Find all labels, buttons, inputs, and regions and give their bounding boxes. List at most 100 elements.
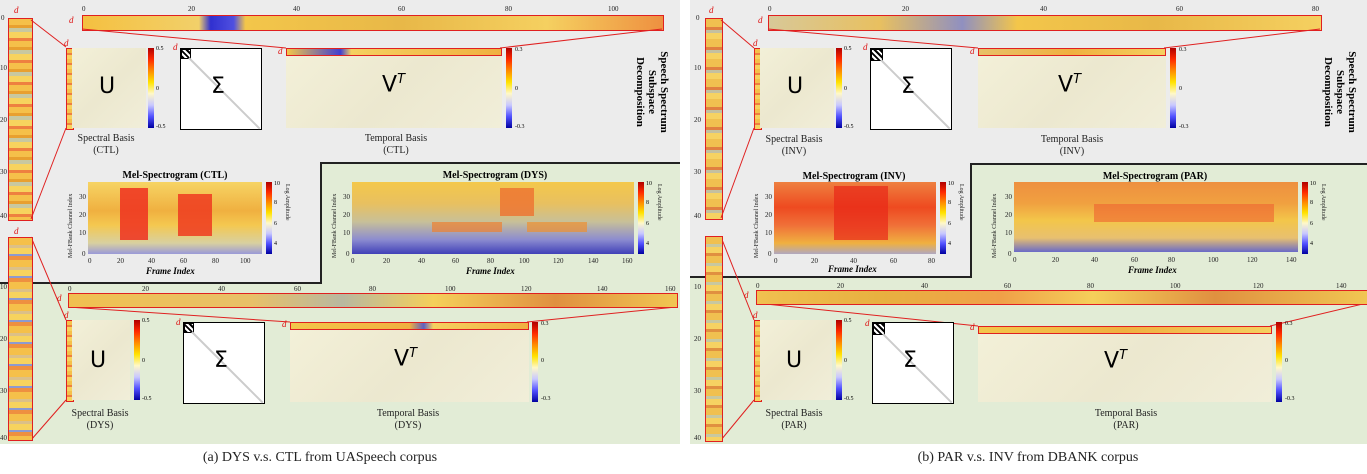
vt-superscript: T: [409, 346, 418, 361]
vt-superscript: T: [397, 72, 406, 87]
u-colorbar: [134, 320, 140, 400]
tick-label: 10: [765, 229, 772, 237]
mel-inv-ylabel: Mel-FBank Channel Index: [754, 193, 760, 258]
d-label: d: [970, 322, 975, 332]
mel-par-xlabel: Frame Index: [1128, 265, 1177, 275]
tick-label: 40: [0, 212, 7, 220]
cb-tick: 4: [646, 241, 649, 247]
vt-letter: V: [1058, 72, 1074, 98]
vt-matrix: [286, 56, 502, 128]
tick-label: 60: [294, 285, 301, 293]
divider: [972, 163, 1367, 165]
cb-tick: 0: [1285, 358, 1288, 364]
vt-colorbar: [1276, 322, 1282, 402]
mel-inv-spectrogram: [774, 182, 936, 254]
tick-label: 20: [142, 285, 149, 293]
temporal-basis-text: Temporal Basis: [364, 133, 428, 144]
tick-label: 40: [694, 212, 701, 220]
tick-label: 100: [1170, 282, 1181, 290]
cb-tick: 0: [142, 358, 145, 364]
sigma-symbol: Σ: [211, 74, 225, 99]
cb-tick: 0: [541, 358, 544, 364]
mel-ctl-xlabel: Frame Index: [146, 266, 195, 276]
cb-tick: 10: [948, 181, 954, 187]
mel-dys-spectrogram: [352, 182, 634, 254]
tick-label: 80: [505, 5, 512, 13]
vt-strip: [978, 48, 1166, 56]
mel-par-ylabel: Mel-FBank Channel Index: [992, 193, 998, 258]
decomposition-title: Speech Spectrum Subspace Decomposition: [610, 44, 674, 134]
right-figure: d 0 10 20 30 40 d 0 20 40 60 80 d U 0.5 …: [690, 0, 1367, 444]
tick-label: 0: [346, 250, 350, 258]
tick-label: 40: [850, 257, 857, 265]
tick-label: 20: [79, 211, 86, 219]
d-label: d: [64, 38, 69, 48]
d-label: d: [753, 310, 758, 320]
tick-label: 20: [765, 211, 772, 219]
u-colorbar: [836, 48, 842, 128]
connector-lines: [30, 19, 677, 441]
sigma-block: [873, 323, 885, 335]
tick-label: 40: [148, 257, 155, 265]
d-label: d: [865, 318, 870, 328]
mel-dys-ylabel: Mel-FBank Channel Index: [332, 193, 338, 258]
tick-label: 20: [811, 257, 818, 265]
cb-tick: 8: [274, 200, 277, 206]
divider: [322, 162, 680, 164]
left-caption: (a) DYS v.s. CTL from UASpeech corpus: [202, 450, 438, 465]
temporal-basis-label: Temporal Basis (PAR): [1036, 408, 1216, 432]
tick-label: 80: [369, 285, 376, 293]
tick-label: 0: [1, 14, 5, 22]
tick-label: 40: [293, 5, 300, 13]
tick-label: 100: [240, 257, 251, 265]
cb-tick: 10: [274, 181, 280, 187]
cb-tick: 10: [646, 181, 652, 187]
vt-matrix: [290, 330, 529, 402]
vt-superscript: T: [1119, 348, 1128, 363]
temporal-basis-label: Temporal Basis (CTL): [306, 133, 486, 157]
tick-label: 10: [343, 229, 350, 237]
cb-tick: 0.5: [844, 318, 852, 324]
spectral-basis-group: (PAR): [781, 420, 807, 431]
tick-label: 40: [218, 285, 225, 293]
tick-label: 0: [774, 257, 778, 265]
temporal-strip: [68, 293, 678, 308]
u-matrix: [760, 48, 834, 128]
tick-label: 0: [82, 250, 86, 258]
spectral-basis-text: Spectral Basis: [77, 133, 135, 144]
d-label: d: [173, 42, 178, 52]
temporal-basis-group: (INV): [1059, 146, 1085, 157]
spectral-strip: [8, 237, 33, 441]
tick-label: 10: [694, 64, 701, 72]
tick-label: 20: [694, 116, 701, 124]
spectral-basis-label: Spectral Basis (DYS): [60, 408, 140, 432]
cb-tick: 0.3: [1179, 47, 1187, 53]
tick-label: 40: [0, 434, 7, 442]
tick-label: 60: [1176, 5, 1183, 13]
spectral-strip: [705, 236, 723, 442]
sigma-symbol: Σ: [901, 74, 915, 99]
temporal-strip: [82, 15, 664, 31]
tick-label: 20: [694, 335, 701, 343]
spectral-basis-label: Spectral Basis (INV): [754, 134, 834, 158]
u-matrix: [760, 320, 832, 400]
tick-label: 100: [1208, 256, 1219, 264]
mel-dys-burst: [500, 188, 534, 216]
tick-label: 10: [0, 283, 7, 291]
mel-par-colorbar: [1302, 182, 1308, 254]
sigma-block: [184, 323, 194, 333]
cb-tick: 6: [948, 221, 951, 227]
tick-label: 40: [418, 257, 425, 265]
sigma-symbol: Σ: [903, 348, 917, 373]
d-label: d: [64, 310, 69, 320]
mel-ctl-ylabel: Mel-FBank Channel Index: [68, 193, 74, 258]
tick-label: 20: [117, 257, 124, 265]
tick-label: 120: [1253, 282, 1264, 290]
d-label: d: [14, 5, 19, 15]
temporal-basis-group: (PAR): [1113, 420, 1139, 431]
vt-symbol: VT: [394, 346, 417, 371]
tick-label: 80: [1312, 5, 1319, 13]
divider: [970, 163, 972, 278]
cb-tick: 0.5: [142, 318, 150, 324]
divider: [0, 282, 322, 284]
